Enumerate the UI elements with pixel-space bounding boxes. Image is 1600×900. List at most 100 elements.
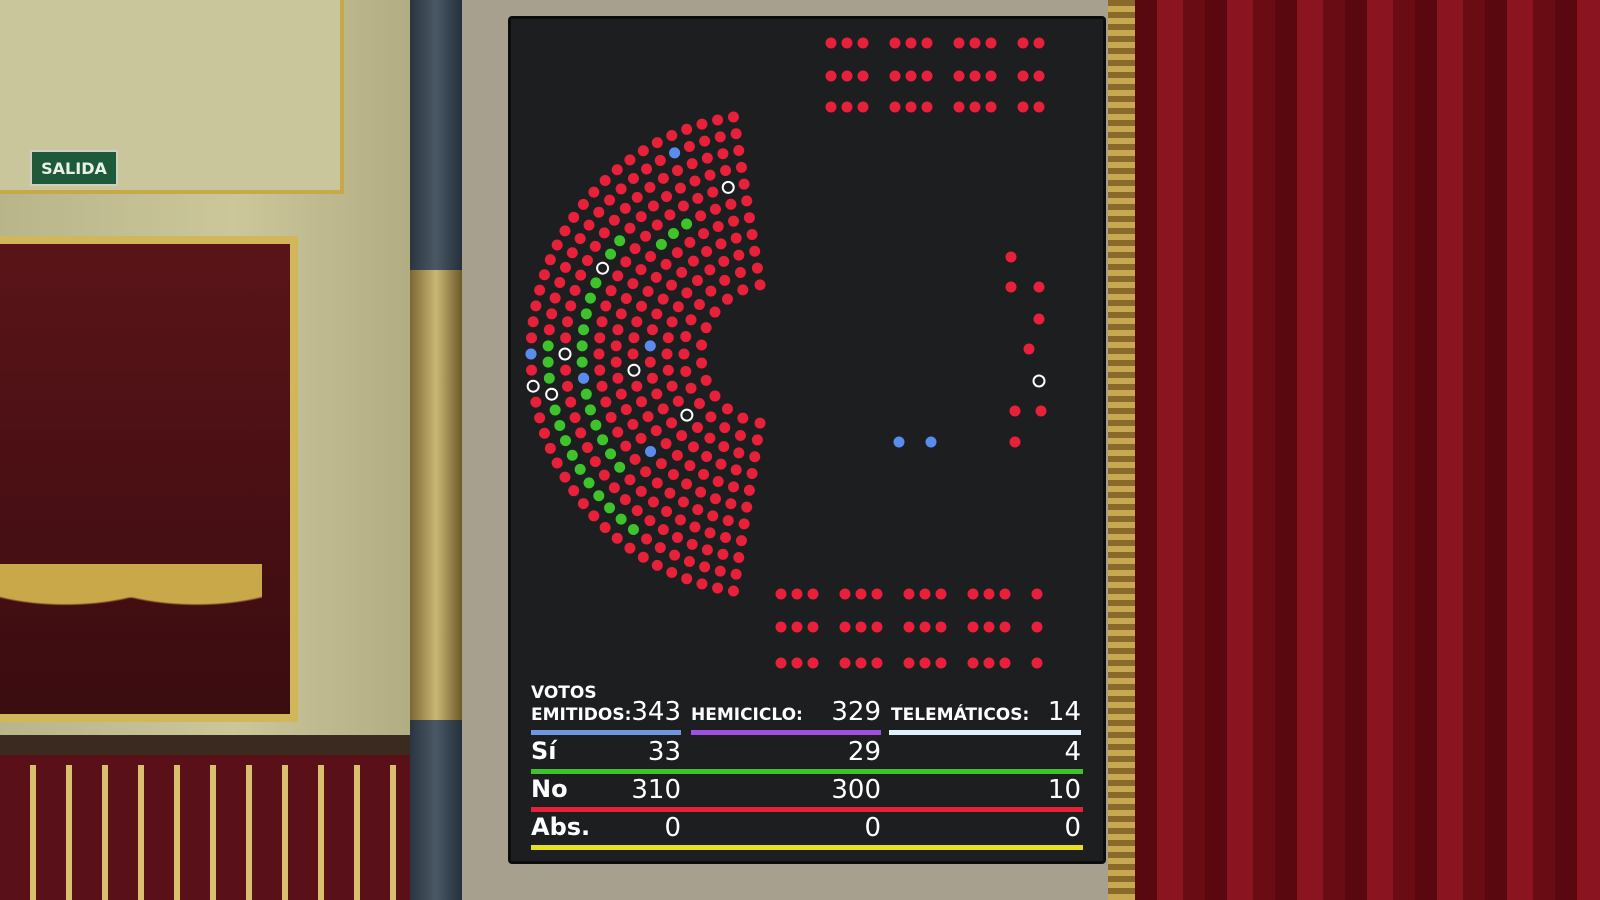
hemiciclo-value: 329 [831,697,881,727]
seat [583,477,595,489]
seat [666,417,678,429]
tally-row-1: No 310 300 10 [531,773,1083,812]
seat [825,37,837,49]
seat [807,588,819,600]
seat [615,513,627,525]
seat [605,285,617,297]
seat [635,432,647,444]
seat [657,524,669,536]
seat [737,412,749,424]
seat [644,181,656,193]
seat [669,549,681,561]
seat [655,458,667,470]
seat [698,468,710,480]
seat [717,148,729,160]
seat [925,436,937,448]
hemiciclo-line [691,730,881,735]
seat [568,485,580,497]
seat [642,285,654,297]
seat [666,129,678,141]
seat [647,200,659,212]
seat [720,531,732,543]
seat [534,284,546,296]
seat [1031,657,1043,669]
seat [985,70,997,82]
seat [657,293,669,305]
vote-line [531,807,1083,812]
seat [560,332,572,344]
seat [953,70,965,82]
seat [775,657,787,669]
seat [593,206,605,218]
vote-tally: VOTOS EMITIDOS: 343 HEMICICLO: 329 TELEM… [531,679,1083,850]
seat [721,180,735,194]
seat [657,403,669,415]
column-gilding [410,270,462,720]
seat [871,657,883,669]
vote-option-label: Abs. [531,813,591,841]
seat [650,271,662,283]
seat [566,247,578,259]
seat [578,324,590,336]
seat [825,101,837,113]
seat [615,308,627,320]
seat [791,621,803,633]
seat [542,340,554,352]
seat [611,532,623,544]
seat [1033,101,1045,113]
seat [568,211,580,223]
seat [807,621,819,633]
seat [695,210,707,222]
seat [935,588,947,600]
seat [681,573,693,585]
seat [612,324,624,336]
seat [734,267,746,279]
seat [667,468,679,480]
railing-bar [0,735,430,755]
seat [600,300,612,312]
seat [624,474,636,486]
seat [719,422,731,434]
seat [559,225,571,237]
seat [696,578,708,590]
seat [538,269,550,281]
seat [661,190,673,202]
seat [610,356,622,368]
seat [559,471,571,483]
seat [588,186,600,198]
seat [677,200,689,212]
seat [581,442,593,454]
seat [953,37,965,49]
seat [730,464,742,476]
seat [608,482,620,494]
seat [1005,251,1017,263]
seat [889,70,901,82]
seat [681,478,693,490]
seat [693,298,705,310]
seat [584,404,596,416]
seat [683,556,695,568]
seat [554,277,566,289]
seat [705,411,717,423]
seat [746,228,758,240]
seat [530,396,542,408]
seat [841,37,853,49]
seat [919,657,931,669]
column [410,0,462,900]
seat [1005,281,1017,293]
telematicos-value: 14 [1047,697,1081,727]
seat [743,484,755,496]
seat [577,498,589,510]
seat [857,101,869,113]
seat [674,514,686,526]
seat [597,434,609,446]
seat [662,332,674,344]
seat [738,178,750,190]
seat [714,565,726,577]
emitidos-value: 343 [631,697,681,727]
seat [588,510,600,522]
seat [749,451,761,463]
seat [738,518,750,530]
seat [685,382,697,394]
seat [695,486,707,498]
